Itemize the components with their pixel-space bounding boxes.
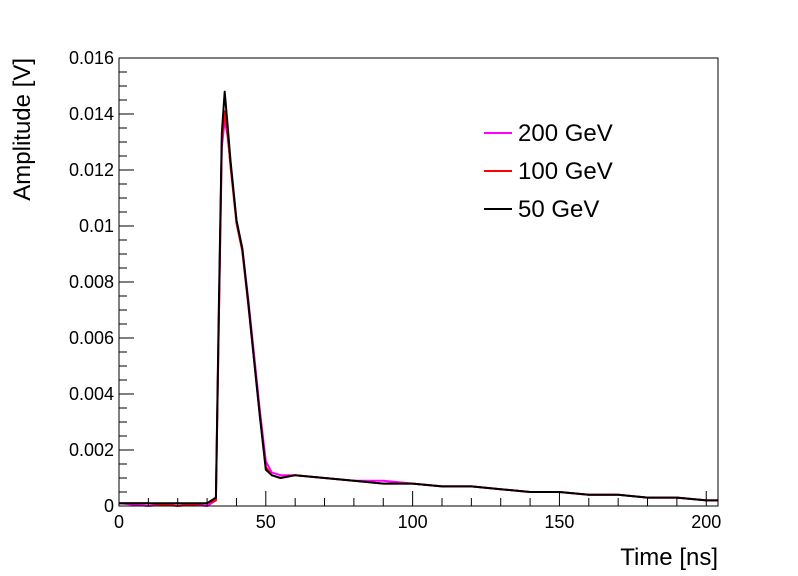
y-tick-label: 0.006 (69, 328, 114, 348)
x-tick-label: 150 (544, 512, 574, 532)
series-line-1 (118, 118, 718, 507)
y-tick-label: 0.002 (69, 440, 114, 460)
legend-label: 200 GeV (518, 120, 613, 147)
plot-frame (118, 57, 719, 507)
series-line-3 (119, 90, 718, 505)
y-tick-label: 0.008 (69, 272, 114, 292)
x-tick-label: 0 (114, 512, 124, 532)
y-axis-tick-labels: 0 0.002 0.004 0.006 0.008 0.01 0.012 0.014 0.016 (69, 48, 114, 516)
series-layer (118, 90, 718, 507)
x-tick-label: 50 (256, 512, 276, 532)
y-tick-label: 0.014 (69, 104, 114, 124)
y-axis-title: Amplitude [V] (9, 58, 36, 201)
x-axis-tick-labels: 0 50 100 150 200 (114, 512, 721, 532)
y-tick-label: 0.004 (69, 384, 114, 404)
legend: 200 GeV 100 GeV 50 GeV (484, 120, 613, 223)
y-tick-label: 0.01 (79, 216, 114, 236)
y-axis-ticks (119, 57, 134, 507)
legend-label: 50 GeV (518, 196, 599, 223)
x-tick-label: 100 (398, 512, 428, 532)
legend-label: 100 GeV (518, 158, 613, 185)
x-axis-title: Time [ns] (620, 544, 718, 571)
y-tick-label: 0.012 (69, 160, 114, 180)
x-tick-label: 200 (691, 512, 721, 532)
y-tick-label: 0.016 (69, 48, 114, 68)
x-axis-ticks (118, 491, 707, 506)
y-tick-label: 0 (104, 496, 114, 516)
series-line-2 (119, 110, 718, 507)
